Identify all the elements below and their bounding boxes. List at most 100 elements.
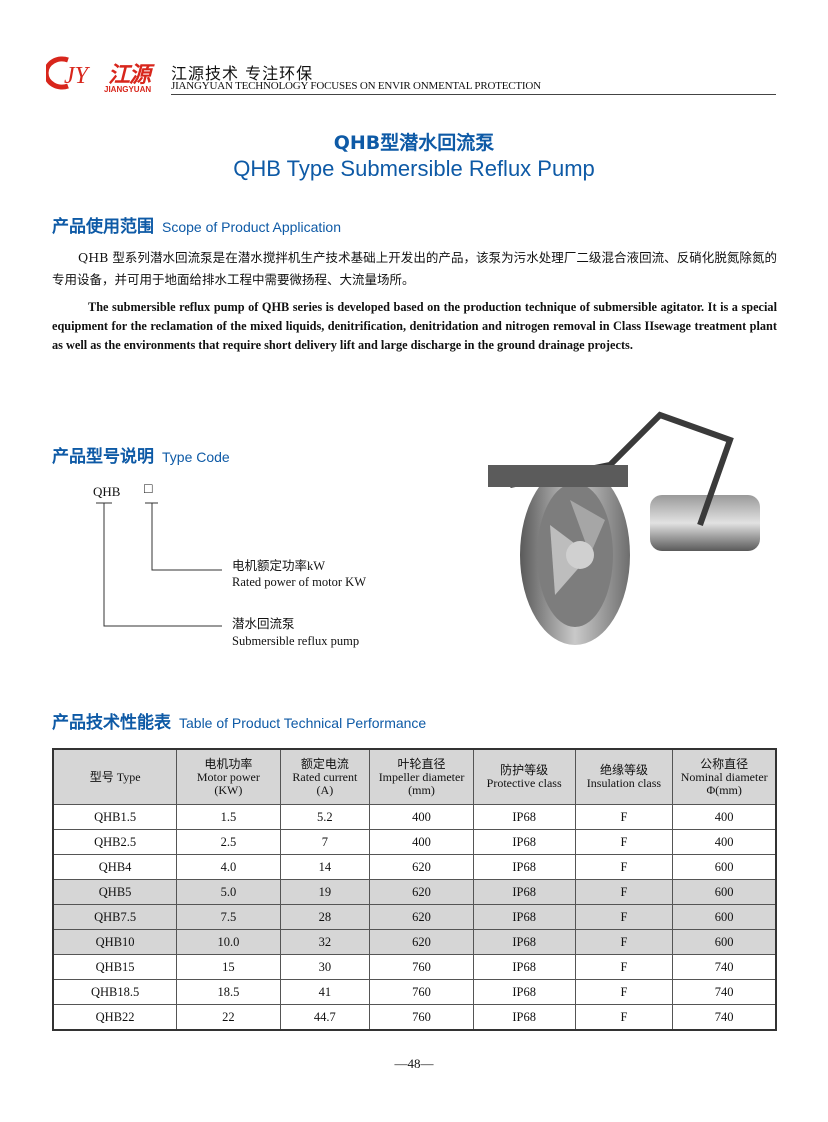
table-cell: IP68 <box>472 979 576 1005</box>
table-cell: QHB4 <box>52 854 178 880</box>
table-cell: QHB15 <box>52 954 178 980</box>
table-cell: F <box>574 929 674 955</box>
column-header-line: Motor power <box>196 769 260 784</box>
table-cell: 760 <box>369 1004 474 1031</box>
page-number: —48— <box>394 1056 434 1071</box>
table-cell: 7.5 <box>176 904 281 930</box>
column-header-line: 绝缘等级 <box>599 763 648 777</box>
scope-paragraph-en: The submersible reflux pump of QHB serie… <box>52 300 777 352</box>
table-cell: QHB1.5 <box>52 804 178 830</box>
table-cell: 19 <box>279 879 371 905</box>
column-header-line: Protective class <box>486 776 562 790</box>
table-cell: 600 <box>672 879 777 905</box>
column-header-line: Nominal diameter <box>680 769 768 784</box>
table-cell: 5.0 <box>176 879 281 905</box>
table-cell: 30 <box>279 954 371 980</box>
table-cell: 5.2 <box>279 804 371 830</box>
column-header-line: 公称直径 <box>700 756 749 771</box>
rated-power-label-cn: 电机额定功率kW <box>232 559 326 573</box>
table-heading-en: Table of Product Technical Performance <box>179 715 427 731</box>
table-cell: 740 <box>672 1004 777 1031</box>
table-row: QHB4 4.0 14 620 IP68 F 600 <box>52 854 777 880</box>
table-cell: QHB5 <box>52 879 178 905</box>
rated-power-label-en: Rated power of motor KW <box>232 575 366 589</box>
table-cell: 41 <box>279 979 371 1005</box>
table-cell: 400 <box>672 804 777 830</box>
table-cell: 44.7 <box>279 1004 371 1031</box>
page-title-chinese: QHB型潜水回流泵 <box>333 132 495 154</box>
column-header: 额定电流 Rated current (A) <box>279 748 371 805</box>
table-cell: IP68 <box>472 804 576 830</box>
column-header-line: (A) <box>316 782 334 797</box>
table-cell: 740 <box>672 954 777 980</box>
scope-paragraph-cn: QHB 型系列潜水回流泵是在潜水搅拌机生产技术基础上开发出的产品，该泵为污水处理… <box>52 250 777 287</box>
slogan-chinese: 江源技术 专注环保 <box>171 64 314 83</box>
table-row: QHB1.5 1.5 5.2 400 IP68 F 400 <box>52 804 777 830</box>
table-row: QHB2.5 2.5 7 400 IP68 F 400 <box>52 829 777 855</box>
pump-label-cn: 潜水回流泵 <box>232 617 295 631</box>
table-cell: IP68 <box>472 954 576 980</box>
table-row: QHB22 22 44.7 760 IP68 F 740 <box>52 1004 777 1031</box>
column-header-line: 叶轮直径 <box>397 756 446 771</box>
column-header: 叶轮直径 Impeller diameter (mm) <box>369 748 474 805</box>
column-header: 公称直径 Nominal diameter Φ(mm) <box>672 748 777 805</box>
table-cell: 620 <box>369 879 474 905</box>
table-cell: 15 <box>176 954 281 980</box>
table-cell: 1.5 <box>176 804 281 830</box>
table-cell: 14 <box>279 854 371 880</box>
table-cell: 10.0 <box>176 929 281 955</box>
table-cell: F <box>574 804 674 830</box>
table-header-row: 型号 Type 电机功率 Motor power (KW) 额定电流 Rated curr… <box>52 748 777 805</box>
table-row: QHB7.5 7.5 28 620 IP68 F 600 <box>52 904 777 930</box>
table-cell: 760 <box>369 979 474 1005</box>
scope-heading-cn: 产品使用范围 <box>52 217 154 237</box>
scope-heading: 产品使用范围 Scope of Product Application <box>52 212 341 237</box>
column-header-line: (mm) <box>408 782 435 797</box>
logo-english: JIANGYUAN <box>104 85 152 94</box>
type-code-heading: 产品型号说明 Type Code <box>52 442 230 467</box>
table-cell: 740 <box>672 979 777 1005</box>
column-header-line: Rated current <box>292 769 358 784</box>
column-header-line: Insulation class <box>586 776 662 790</box>
column-header-line: 额定电流 <box>300 756 349 771</box>
table-cell: QHB10 <box>52 929 178 955</box>
table-row: QHB15 15 30 760 IP68 F 740 <box>52 954 777 980</box>
jy-logo-icon: JY <box>46 56 91 90</box>
column-header-line: (KW) <box>214 782 243 797</box>
table-cell: QHB22 <box>52 1004 178 1031</box>
table-cell: QHB18.5 <box>52 979 178 1005</box>
column-header: 型号 Type <box>52 748 178 805</box>
table-cell: 28 <box>279 904 371 930</box>
table-cell: 600 <box>672 904 777 930</box>
table-row: QHB10 10.0 32 620 IP68 F 600 <box>52 929 777 955</box>
pump-product-photo <box>488 411 760 645</box>
logo-mark: JY <box>64 63 91 89</box>
column-header-line: 防护等级 <box>500 763 549 777</box>
table-cell: 620 <box>369 929 474 955</box>
table-cell: 7 <box>279 829 371 855</box>
table-cell: 600 <box>672 854 777 880</box>
table-cell: F <box>574 854 674 880</box>
type-code-prefix: QHB <box>93 484 121 499</box>
table-cell: QHB7.5 <box>52 904 178 930</box>
table-cell: IP68 <box>472 1004 576 1031</box>
scope-heading-en: Scope of Product Application <box>162 219 342 235</box>
table-cell: 620 <box>369 904 474 930</box>
pump-label-en: Submersible reflux pump <box>232 634 360 648</box>
table-cell: IP68 <box>472 929 576 955</box>
table-cell: QHB2.5 <box>52 829 178 855</box>
performance-table-heading: 产品技术性能表 Table of Product Technical Perfor… <box>52 708 426 733</box>
table-cell: 400 <box>672 829 777 855</box>
table-cell: IP68 <box>472 904 576 930</box>
column-header: 绝缘等级 Insulation class <box>574 748 674 805</box>
column-header: 防护等级 Protective class <box>472 748 576 805</box>
column-header: 电机功率 Motor power (KW) <box>176 748 281 805</box>
column-header-line: Impeller diameter <box>378 769 465 784</box>
table-row: QHB5 5.0 19 620 IP68 F 600 <box>52 879 777 905</box>
column-header-line: 电机功率 <box>204 756 253 771</box>
table-cell: F <box>574 979 674 1005</box>
column-header-line: Φ(mm) <box>706 782 742 797</box>
table-cell: 4.0 <box>176 854 281 880</box>
